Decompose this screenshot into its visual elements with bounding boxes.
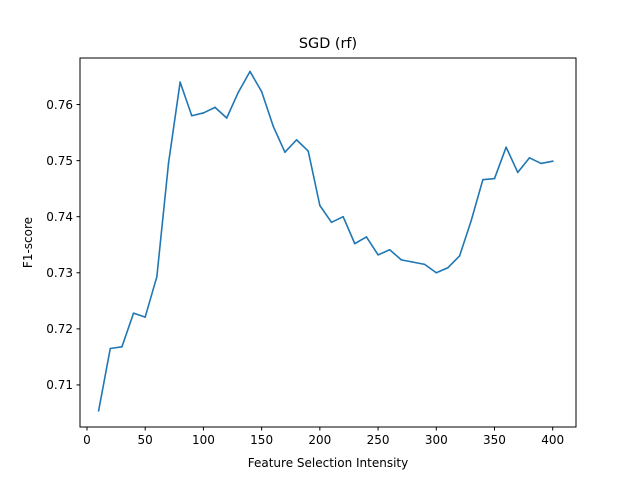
data-point — [202, 112, 205, 114]
data-point — [412, 261, 414, 263]
data-point — [307, 150, 310, 152]
data-point — [435, 271, 438, 274]
data-point — [458, 255, 461, 257]
data-point — [505, 146, 507, 148]
data-point — [540, 162, 542, 165]
data-point — [353, 242, 356, 245]
x-tick-label: 100 — [192, 433, 215, 447]
data-point — [377, 254, 379, 256]
x-tick-label: 400 — [541, 433, 564, 447]
data-point — [144, 316, 146, 318]
data-point — [482, 178, 484, 181]
x-tick-label: 350 — [483, 433, 506, 447]
data-point — [470, 219, 473, 222]
data-point — [295, 139, 298, 141]
x-tick-label: 300 — [425, 433, 448, 447]
data-point — [447, 266, 449, 269]
y-tick-label: 0.71 — [46, 378, 73, 392]
data-point — [342, 215, 344, 218]
data-point — [400, 259, 403, 261]
y-tick-label: 0.73 — [46, 266, 73, 280]
data-point — [132, 312, 135, 314]
chart-title: SGD (rf) — [299, 36, 357, 52]
data-point — [493, 177, 496, 180]
series-line — [97, 70, 554, 412]
data-point — [551, 160, 554, 162]
x-axis-label: Feature Selection Intensity — [248, 456, 409, 470]
x-tick-label: 200 — [308, 433, 331, 447]
data-point — [156, 275, 158, 278]
x-tick-label: 150 — [250, 433, 273, 447]
data-point — [528, 157, 531, 159]
data-point — [319, 204, 321, 207]
data-point — [284, 151, 286, 154]
data-point — [97, 409, 100, 412]
x-tick-label: 0 — [83, 433, 91, 447]
y-tick-label: 0.72 — [46, 322, 73, 336]
data-point — [423, 263, 426, 266]
plot-area — [97, 70, 554, 412]
data-point — [190, 114, 193, 117]
data-point — [388, 248, 391, 251]
data-point — [260, 90, 263, 93]
data-point — [516, 171, 519, 174]
data-point — [330, 221, 333, 224]
data-point — [121, 346, 123, 348]
x-tick-label: 50 — [138, 433, 153, 447]
y-tick-label: 0.74 — [46, 210, 73, 224]
x-tick-label: 250 — [367, 433, 390, 447]
data-point — [237, 91, 240, 94]
y-axis-label: F1-score — [21, 217, 35, 268]
data-point — [179, 81, 181, 83]
y-tick-label: 0.76 — [46, 98, 73, 112]
y-tick-label: 0.75 — [46, 154, 73, 168]
data-point — [214, 106, 216, 109]
data-point — [249, 70, 251, 73]
data-point — [272, 125, 275, 128]
data-point — [109, 347, 112, 350]
data-point — [225, 117, 228, 119]
axes-frame — [79, 57, 577, 428]
axis-ticks: 0 50 100 150 200 250 300 350 400 0.71 0.72 0.73 0.74… — [46, 98, 564, 447]
data-point — [365, 236, 368, 238]
data-point — [167, 162, 170, 165]
